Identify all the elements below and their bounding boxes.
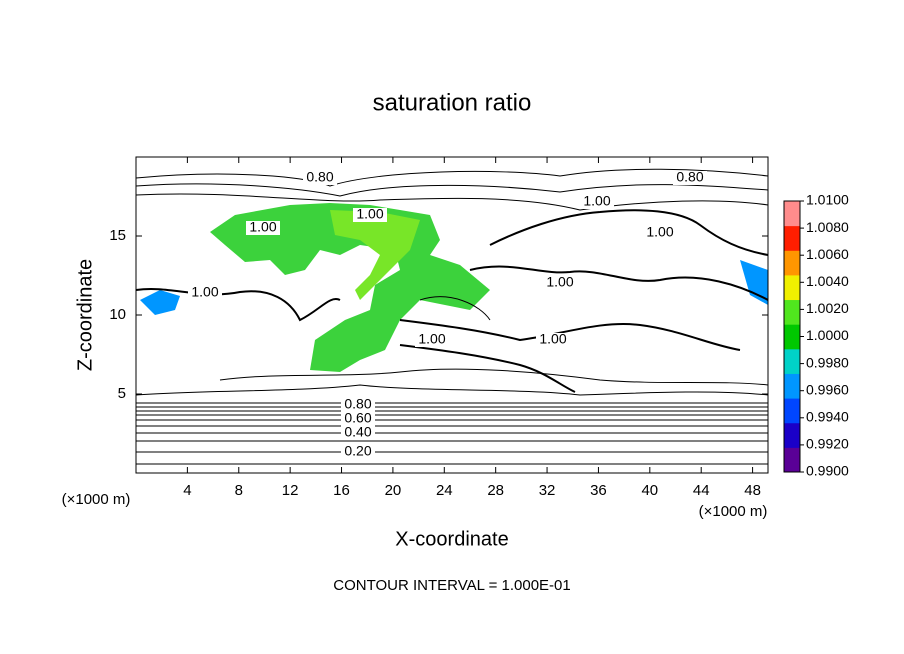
x-tick-label: 4 (183, 482, 191, 499)
contour-label: 0.80 (676, 169, 703, 185)
x-axis-label: X-coordinate (395, 528, 508, 550)
x-unit: (×1000 m) (62, 491, 131, 508)
blue-region (740, 260, 768, 305)
contour-label-bg (673, 171, 707, 185)
contour-label: 1.00 (583, 193, 610, 209)
colorbar-swatch (784, 324, 800, 350)
contour-labels: 0.80 0.80 1.00 1.00 1.00 1.00 1.00 1.00 1.00 1.00… (188, 169, 707, 459)
contour-label-bg (643, 226, 677, 240)
green-region (210, 203, 490, 372)
colorbar-swatch (784, 225, 800, 251)
contour-label: 1.00 (546, 274, 573, 290)
contour-line (419, 296, 491, 321)
contour-line (469, 265, 769, 301)
colorbar-swatch (784, 201, 800, 227)
y-tick-label: 5 (118, 385, 126, 402)
contour-label: 0.20 (344, 443, 371, 459)
contour-label: 1.00 (418, 331, 445, 347)
y-tick-label: 10 (109, 306, 126, 323)
colorbar-swatch (784, 398, 800, 424)
contour-line (399, 319, 741, 351)
contour-label-bg (341, 445, 375, 459)
colorbar-tick-label: 0.9920 (806, 436, 849, 452)
colorbar-tick-label: 1.0100 (806, 192, 849, 208)
colorbar-swatch (784, 299, 800, 325)
chart-title: saturation ratio (373, 89, 532, 116)
colorbar-tick-label: 0.9940 (806, 409, 849, 425)
contour-line (135, 384, 769, 396)
colorbar-tick-label: 1.0020 (806, 300, 849, 316)
contour-line (489, 209, 769, 256)
contour-label-bg (580, 195, 614, 209)
contour-label-bg (341, 412, 375, 426)
contour-label: 0.40 (344, 424, 371, 440)
x-tick-label: 16 (333, 482, 350, 499)
x-tick-label: 12 (282, 482, 299, 499)
y-unit: (×1000 m) (699, 503, 768, 520)
footer: CONTOUR INTERVAL = 1.000E-01 (333, 577, 570, 594)
x-tick-label: 8 (235, 482, 243, 499)
colorbar-swatch (784, 274, 800, 301)
green-region (330, 210, 420, 300)
blue-region (140, 290, 180, 315)
colorbar-swatch (784, 447, 800, 473)
x-tick-label: 32 (539, 482, 556, 499)
contour-label-bg (353, 208, 387, 222)
contour-line (135, 183, 769, 197)
contour-line (135, 287, 341, 322)
field (135, 168, 769, 465)
contour-label-bg (543, 276, 577, 290)
x-tick-label: 40 (641, 482, 658, 499)
contour-line (219, 368, 769, 386)
colorbar-tick-label: 0.9960 (806, 381, 849, 397)
colorbar-tick-label: 1.0080 (806, 219, 849, 235)
contour-label-bg (536, 333, 570, 347)
contour-label: 1.00 (249, 219, 276, 235)
contour-line (135, 168, 769, 187)
contour-line (135, 193, 769, 211)
x-tick-label: 28 (487, 482, 504, 499)
contour-label-bg (303, 171, 337, 185)
contour-label-bg (415, 333, 449, 347)
contour-label-bg (246, 221, 280, 235)
bottom-contours (136, 402, 768, 465)
colorbar-tick-label: 1.0060 (806, 246, 849, 262)
x-tick-label: 24 (436, 482, 453, 499)
contour-label: 0.80 (306, 169, 333, 185)
x-tick-label: 44 (693, 482, 710, 499)
contour-label: 1.00 (191, 284, 218, 300)
contour-label-bg (341, 398, 375, 412)
colorbar-tick-label: 0.9980 (806, 354, 849, 370)
colorbar-swatch (784, 348, 800, 374)
contour-label: 0.80 (344, 396, 371, 412)
colorbar-tick-label: 0.9900 (806, 463, 849, 479)
x-tick-label: 20 (385, 482, 402, 499)
colorbar-swatch (784, 250, 800, 276)
contour-line (399, 344, 576, 393)
colorbar-swatch (784, 422, 800, 448)
contour-label-bg (188, 286, 222, 300)
contour-label: 0.60 (344, 410, 371, 426)
contour-label: 1.00 (356, 206, 383, 222)
x-tick-label: 48 (744, 482, 761, 499)
contour-label: 1.00 (646, 224, 673, 240)
colorbar-tick-label: 1.0000 (806, 327, 849, 343)
y-tick-label: 15 (109, 227, 126, 244)
colorbar-swatch (784, 373, 800, 399)
y-axis-label: Z-coordinate (74, 259, 96, 371)
x-tick-label: 36 (590, 482, 607, 499)
contour-label-bg (341, 426, 375, 440)
contour-label: 1.00 (539, 331, 566, 347)
colorbar-tick-label: 1.0040 (806, 273, 849, 289)
